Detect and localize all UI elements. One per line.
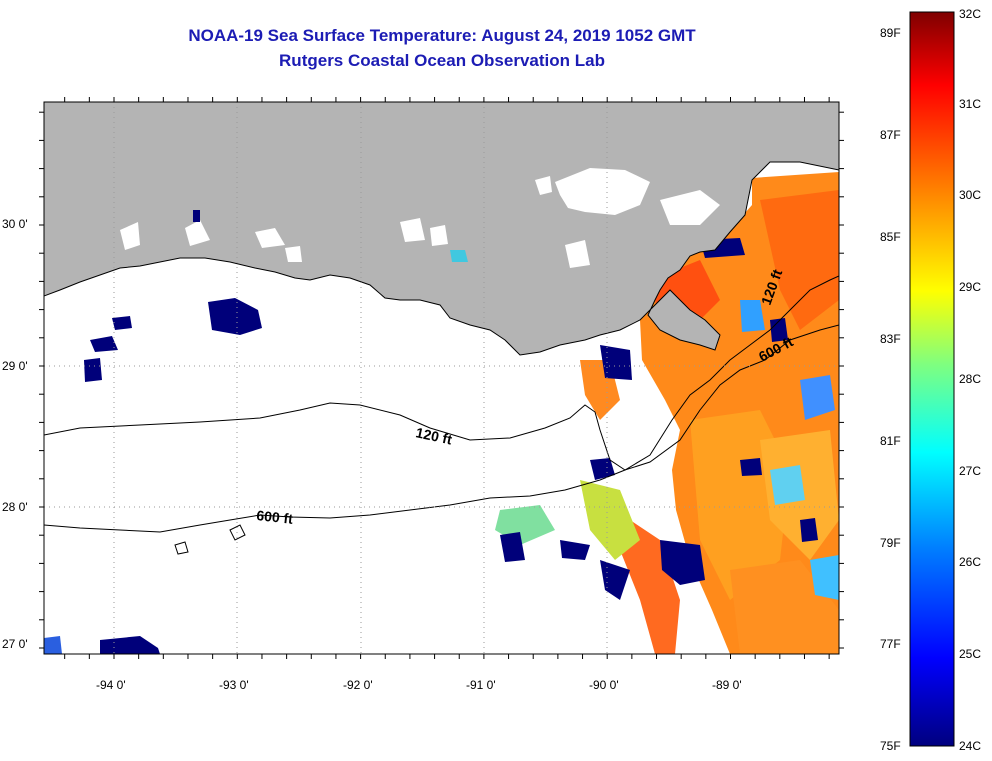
cloud-patch (590, 458, 615, 480)
colorbar-f-77: 77F (880, 637, 901, 651)
cloud-patch (660, 540, 705, 585)
contour-label-600ft-west: 600 ft (256, 507, 294, 527)
lat-label-30: 30 0' (2, 217, 28, 231)
lon-label-89: -89 0' (712, 678, 742, 692)
colorbar-c-32: 32C (959, 7, 981, 21)
colorbar-f-79: 79F (880, 536, 901, 550)
lat-label-28: 28 0' (2, 500, 28, 514)
cloud-patch (600, 560, 630, 600)
colorbar-f-89: 89F (880, 26, 901, 40)
lon-label-92: -92 0' (343, 678, 373, 692)
contour-label-120ft-west: 120 ft (414, 424, 453, 447)
map-subtitle: Rutgers Coastal Ocean Observation Lab (279, 51, 605, 70)
cloud-mask-layer (44, 238, 818, 654)
map-gridlines (44, 102, 839, 654)
cloud-patch (600, 345, 632, 380)
colorbar-f-75: 75F (880, 739, 901, 753)
cloud-patch (90, 336, 118, 352)
colorbar-c-26: 26C (959, 555, 981, 569)
cloud-patch (740, 458, 762, 476)
lon-label-93: -93 0' (219, 678, 249, 692)
cloud-patch (100, 636, 160, 654)
lon-label-91: -91 0' (466, 678, 496, 692)
lon-label-90: -90 0' (589, 678, 619, 692)
land-layer (44, 102, 839, 356)
map-frame (43, 101, 840, 655)
cloud-patch (112, 316, 132, 330)
colorbar-c-31: 31C (959, 97, 981, 111)
cloud-patch (770, 318, 788, 342)
depth-contours (44, 275, 839, 555)
lat-label-29: 29 0' (2, 359, 28, 373)
contour-islet (174, 541, 189, 555)
cloud-patch (560, 540, 590, 560)
colorbar-f-87: 87F (880, 128, 901, 142)
cloud-patch (500, 532, 525, 562)
colorbar-c-28: 28C (959, 372, 981, 386)
colorbar-c-25: 25C (959, 647, 981, 661)
colorbar-c-30: 30C (959, 188, 981, 202)
cloud-patch (800, 518, 818, 542)
colorbar-f-85: 85F (880, 230, 901, 244)
cloud-patch (44, 636, 62, 654)
colorbar-f-83: 83F (880, 332, 901, 346)
colorbar-f-81: 81F (880, 434, 901, 448)
colorbar-c-24: 24C (959, 739, 981, 753)
colorbar-c-29: 29C (959, 280, 981, 294)
lat-label-27: 27 0' (2, 637, 28, 651)
contour-islet (229, 524, 246, 541)
map-ticks (39, 97, 844, 659)
contour-600ft (44, 275, 839, 533)
map-title: NOAA-19 Sea Surface Temperature: August … (188, 26, 696, 45)
temperature-colorbar (909, 11, 955, 747)
contour-120ft (44, 324, 839, 471)
cloud-patch (84, 358, 102, 382)
lon-label-94: -94 0' (96, 678, 126, 692)
cloud-patch (208, 298, 262, 335)
colorbar-c-27: 27C (959, 464, 981, 478)
